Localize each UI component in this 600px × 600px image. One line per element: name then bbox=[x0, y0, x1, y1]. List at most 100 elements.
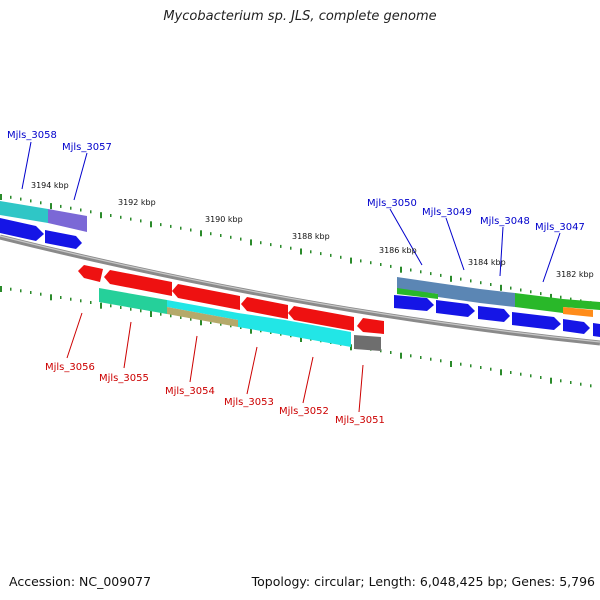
inner-tick-24 bbox=[240, 326, 242, 329]
inner-tick-8 bbox=[80, 299, 82, 303]
inner-tick-25 bbox=[250, 327, 252, 334]
outer-tick-30 bbox=[300, 248, 302, 255]
outer-tick-8 bbox=[80, 208, 82, 212]
gene-mjls-3055-arrow[interactable] bbox=[104, 270, 172, 296]
inner-tick-40 bbox=[400, 352, 402, 359]
outer-tick-40 bbox=[400, 266, 402, 273]
inner-tick-0 bbox=[0, 286, 2, 292]
gene-mjls-3053-bar-cyan[interactable] bbox=[238, 313, 285, 335]
gene-mjls-3048-bar-slate[interactable] bbox=[480, 289, 515, 307]
gene-mjls-3057-arrow[interactable] bbox=[45, 230, 82, 249]
inner-tick-45 bbox=[450, 361, 452, 367]
gene-mjls-3057-bar-purple[interactable] bbox=[48, 209, 87, 232]
outer-tick-35 bbox=[350, 257, 352, 264]
gene-mjls-3052-bar-cyan[interactable] bbox=[285, 320, 351, 347]
gene-mjls-3049-bar-slate[interactable] bbox=[438, 283, 480, 303]
gene-mjls-3055-bar-teal[interactable] bbox=[99, 288, 167, 314]
topology-text: Topology: circular; Length: 6,048,425 bp… bbox=[251, 574, 595, 589]
leader-line-3048 bbox=[499, 226, 504, 277]
outer-tick-16 bbox=[160, 223, 162, 227]
outer-tick-52 bbox=[520, 288, 522, 292]
inner-tick-22 bbox=[220, 322, 222, 326]
genome-backbone bbox=[0, 234, 600, 346]
outer-tick-6 bbox=[60, 204, 62, 208]
gene-mjls-3054-arrow[interactable] bbox=[172, 284, 240, 310]
inner-tick-53 bbox=[530, 374, 532, 378]
gene-mjls-3049-arrow[interactable] bbox=[436, 300, 475, 317]
map-title: Mycobacterium sp. JLS, complete genome bbox=[163, 9, 437, 24]
inner-tick-54 bbox=[540, 376, 542, 379]
leader-line-3051 bbox=[358, 364, 364, 413]
forward-gene-labels: Mjls_3058 Mjls_3057 Mjls_3050 Mjls_3049 … bbox=[7, 130, 585, 233]
outer-tick-26 bbox=[260, 241, 262, 245]
gene-label-mjls-3050[interactable]: Mjls_3050 bbox=[367, 198, 417, 209]
gene-mjls-3047-bar-green[interactable] bbox=[515, 293, 563, 313]
gene-mjls-3051-arrow[interactable] bbox=[357, 318, 384, 334]
outer-tick-41 bbox=[410, 268, 412, 272]
gene-label-mjls-3053[interactable]: Mjls_3053 bbox=[224, 397, 274, 408]
gene-label-mjls-3056[interactable]: Mjls_3056 bbox=[45, 362, 95, 373]
outer-tick-15 bbox=[150, 221, 152, 228]
inner-tick-13 bbox=[130, 307, 132, 311]
accession-text: Accession: NC_009077 bbox=[9, 574, 152, 589]
outer-tick-44 bbox=[440, 273, 442, 277]
inner-tick-44 bbox=[440, 359, 442, 363]
inner-tick-4 bbox=[40, 292, 42, 296]
gene-mjls-3053-arrow[interactable] bbox=[241, 297, 288, 319]
inner-tick-17 bbox=[170, 314, 172, 318]
inner-tick-35 bbox=[350, 344, 352, 351]
inner-tick-6 bbox=[60, 296, 62, 299]
gene-mjls-3051-bar-grey[interactable] bbox=[354, 335, 381, 351]
gene-label-mjls-3055[interactable]: Mjls_3055 bbox=[99, 373, 149, 384]
inner-tick-52 bbox=[520, 372, 522, 376]
gene-label-mjls-3054[interactable]: Mjls_3054 bbox=[165, 386, 215, 397]
outer-tick-33 bbox=[330, 253, 332, 257]
inner-tick-39 bbox=[390, 351, 392, 354]
gene-mjls-3050-bar-green[interactable] bbox=[397, 288, 438, 299]
inner-tick-19 bbox=[190, 317, 192, 321]
inner-tick-46 bbox=[460, 362, 462, 366]
gene-arrow-edge[interactable] bbox=[593, 323, 600, 337]
inner-tick-23 bbox=[230, 324, 232, 328]
outer-tick-37 bbox=[370, 261, 372, 265]
leader-line-3049 bbox=[445, 217, 465, 271]
gene-mjls-3047-arrow[interactable] bbox=[512, 312, 561, 330]
gene-arrow-next[interactable] bbox=[563, 319, 590, 334]
inner-tick-43 bbox=[430, 357, 432, 361]
gene-bar-green-edge[interactable] bbox=[563, 299, 600, 310]
leader-line-3055 bbox=[123, 321, 132, 369]
gene-label-mjls-3058[interactable]: Mjls_3058 bbox=[7, 130, 57, 141]
leader-line-3056 bbox=[66, 312, 83, 359]
outer-tick-0 bbox=[0, 194, 2, 200]
gene-mjls-3050-arrow[interactable] bbox=[394, 295, 434, 311]
gene-mjls-3056-arrow[interactable] bbox=[78, 265, 103, 282]
leader-line-3058 bbox=[21, 141, 32, 190]
gene-label-mjls-3052[interactable]: Mjls_3052 bbox=[279, 406, 329, 417]
gene-mjls-3058-bar-cyan[interactable] bbox=[0, 201, 48, 223]
outer-tick-32 bbox=[320, 252, 322, 256]
gene-mjls-3058-arrow[interactable] bbox=[0, 218, 44, 241]
outer-tick-18 bbox=[180, 226, 182, 230]
inner-tick-21 bbox=[210, 321, 212, 324]
outer-tick-27 bbox=[270, 243, 272, 247]
outer-tick-12 bbox=[120, 215, 122, 219]
gene-label-mjls-3057[interactable]: Mjls_3057 bbox=[62, 142, 112, 153]
outer-tick-22 bbox=[220, 234, 222, 237]
outer-tick-20 bbox=[200, 230, 202, 237]
gene-label-mjls-3051[interactable]: Mjls_3051 bbox=[335, 415, 385, 426]
gene-mjls-3052-arrow[interactable] bbox=[288, 306, 354, 331]
gene-mjls-3054-bar-cyan[interactable] bbox=[167, 300, 238, 320]
gene-mjls-3054-bar-khaki[interactable] bbox=[167, 307, 238, 327]
inner-tick-1 bbox=[10, 287, 12, 291]
inner-tick-57 bbox=[570, 381, 572, 384]
gene-bar-orange[interactable] bbox=[563, 307, 593, 317]
gene-mjls-3048-arrow[interactable] bbox=[478, 306, 510, 322]
gene-label-mjls-3049[interactable]: Mjls_3049 bbox=[422, 207, 472, 218]
inner-tick-48 bbox=[480, 366, 482, 369]
gene-label-mjls-3047[interactable]: Mjls_3047 bbox=[535, 222, 585, 233]
gene-label-mjls-3048[interactable]: Mjls_3048 bbox=[480, 216, 530, 227]
kbp-label-3188: 3188 kbp bbox=[292, 232, 330, 241]
outer-tick-24 bbox=[240, 237, 242, 241]
outer-tick-46 bbox=[460, 277, 462, 281]
